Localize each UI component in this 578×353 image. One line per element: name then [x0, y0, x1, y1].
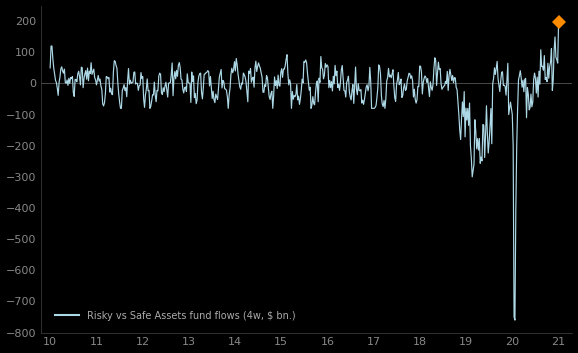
Legend: Risky vs Safe Assets fund flows (4w, $ bn.): Risky vs Safe Assets fund flows (4w, $ b… — [51, 307, 299, 324]
